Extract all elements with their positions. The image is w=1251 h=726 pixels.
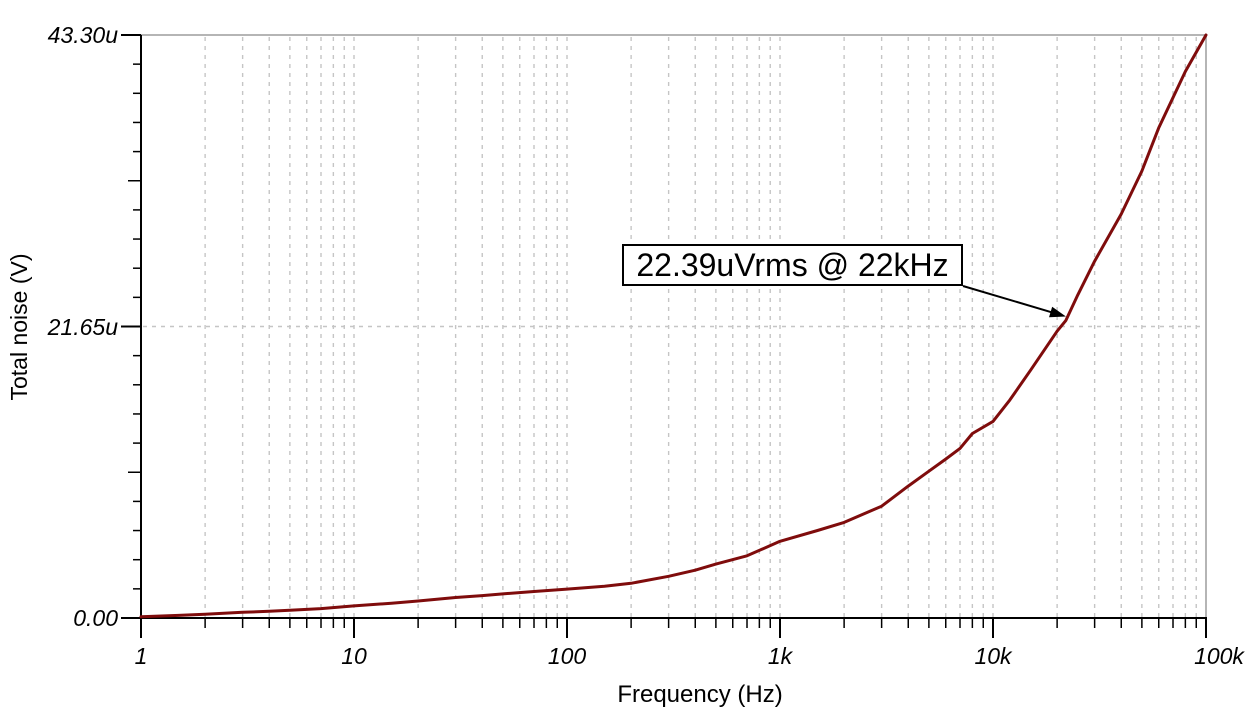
axes (121, 34, 1207, 638)
measurement-callout: 22.39uVrms @ 22kHz (622, 244, 963, 286)
x-tick-label-100: 100 (547, 643, 587, 669)
y-tick-label-43.30u: 43.30u (47, 22, 118, 48)
noise-curve-group (139, 33, 1208, 619)
x-tick-label-1k: 1k (767, 643, 793, 669)
measurement-callout-text: 22.39uVrms @ 22kHz (636, 246, 949, 283)
x-tick-label-1: 1 (134, 643, 148, 669)
gridlines (141, 34, 1207, 618)
annotation-arrow (962, 285, 1066, 318)
y-tick-label-21.65u: 21.65u (47, 313, 118, 340)
y-tick-label-0.00: 0.00 (73, 605, 118, 631)
y-axis-title: Total noise (V) (6, 253, 32, 401)
x-tick-label-100k: 100k (1194, 643, 1244, 669)
x-tick-label-10: 10 (341, 643, 367, 669)
x-tick-label-10k: 10k (974, 643, 1012, 669)
x-axis-title: Frequency (Hz) (617, 681, 783, 708)
total-noise-curve (139, 33, 1208, 619)
